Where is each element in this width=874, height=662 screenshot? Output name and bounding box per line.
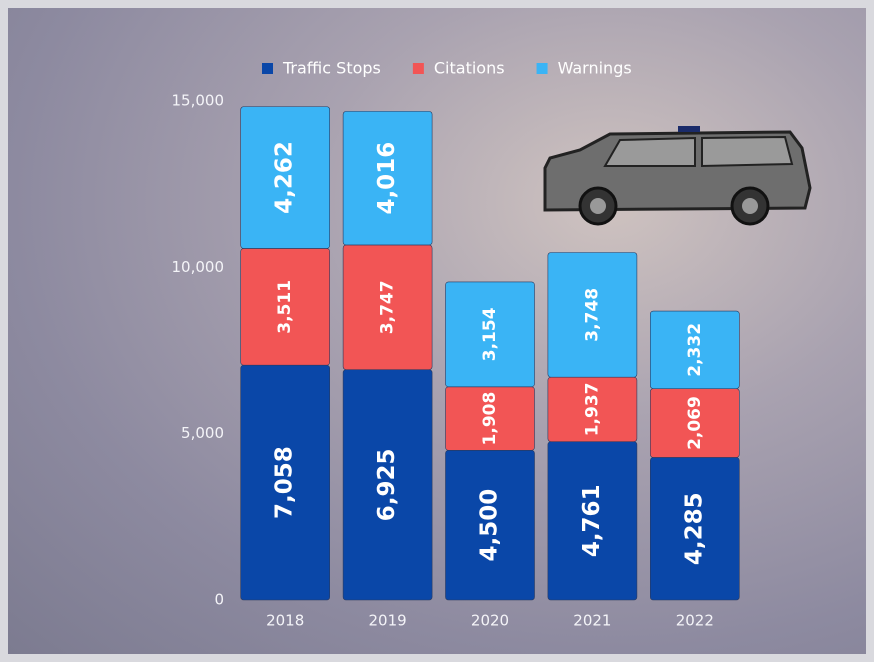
- legend-swatch: [536, 63, 548, 74]
- bar-segment: [342, 111, 433, 246]
- y-tick-label: 0: [214, 591, 224, 609]
- value-label: 4,016: [374, 142, 400, 215]
- value-label: 1,937: [582, 383, 602, 437]
- value-label: 7,058: [272, 446, 298, 519]
- car-illustration: [543, 126, 812, 226]
- legend-label: Citations: [434, 59, 505, 78]
- value-label: 4,500: [477, 489, 503, 562]
- legend-swatch: [412, 63, 424, 74]
- y-tick-label: 15,000: [172, 92, 225, 110]
- bar-segment: [445, 281, 535, 388]
- x-tick-label: 2022: [676, 612, 714, 630]
- y-tick-label: 5,000: [181, 424, 224, 442]
- x-tick-label: 2019: [369, 612, 407, 630]
- value-label: 1,908: [480, 392, 500, 446]
- value-label: 3,154: [480, 307, 500, 361]
- value-label: 6,925: [374, 448, 400, 521]
- value-label: 3,748: [582, 288, 602, 342]
- value-label: 3,747: [378, 280, 398, 334]
- legend-label: Warnings: [558, 59, 632, 78]
- value-label: 3,511: [275, 280, 295, 334]
- value-label: 2,332: [685, 323, 705, 377]
- legend-swatch: [262, 63, 273, 74]
- x-tick-label: 2020: [471, 612, 509, 630]
- value-label: 4,285: [681, 492, 707, 565]
- y-tick-label: 10,000: [172, 258, 225, 276]
- bar-segment: [649, 310, 740, 389]
- value-label: 4,262: [272, 141, 298, 214]
- bar-segment: [547, 252, 638, 378]
- bar-segment: [240, 106, 330, 249]
- value-label: 4,761: [579, 484, 605, 557]
- legend-label: Traffic Stops: [282, 59, 381, 78]
- x-tick-label: 2018: [266, 612, 304, 630]
- value-label: 2,069: [685, 396, 705, 450]
- x-tick-label: 2021: [573, 612, 611, 630]
